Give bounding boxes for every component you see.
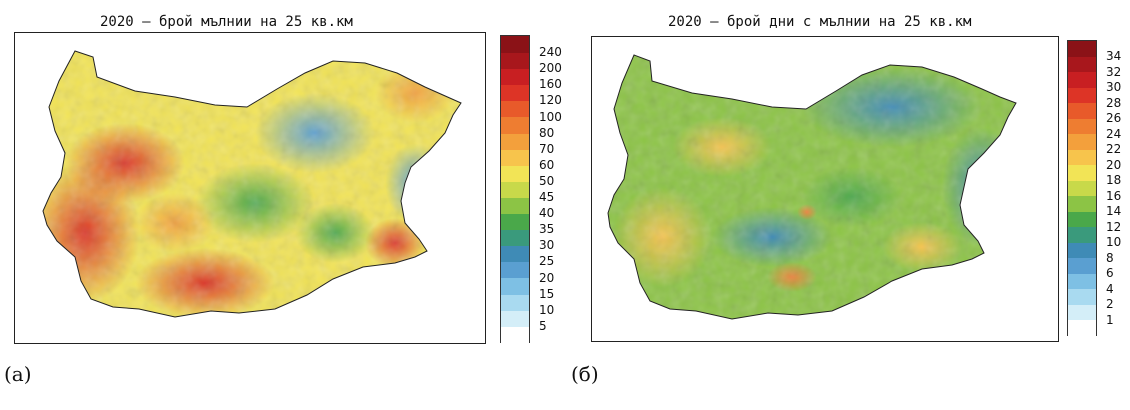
legend-tick-label: 50: [539, 173, 555, 188]
map-title: 2020 – брой мълнии на 25 кв.км: [100, 14, 353, 30]
legend-swatch: [1068, 242, 1096, 259]
legend-swatch: [501, 197, 529, 215]
legend-tick-label: 200: [539, 61, 562, 76]
legend-tick-label: 30: [1106, 80, 1122, 95]
legend-tick-label: 5: [539, 318, 547, 333]
legend-swatch: [501, 293, 529, 311]
legend-swatch: [1068, 257, 1096, 274]
legend-tick-label: 120: [539, 93, 562, 108]
legend-tick-label: 45: [539, 190, 555, 205]
legend-tick-label: 20: [539, 270, 555, 285]
legend-tick-label: 15: [539, 286, 555, 301]
legend-tick-label: 100: [539, 109, 562, 124]
legend-swatch: [1068, 102, 1096, 119]
legend-swatch: [1068, 149, 1096, 166]
color-legend: 5 10 15 20 25 30 35 40 45 50 60 70 80 100 120 160 200 240: [500, 35, 562, 343]
map-frame: [14, 32, 486, 344]
legend-tick-label: 10: [1106, 235, 1122, 250]
legend-tick-label: 30: [539, 238, 555, 253]
legend-tick-label: 22: [1106, 142, 1122, 157]
legend-tick-label: 10: [539, 302, 555, 317]
legend-swatch: [1068, 226, 1096, 243]
legend-swatch: [501, 52, 529, 70]
legend-tick-label: 26: [1106, 111, 1122, 126]
legend-tick-label: 34: [1106, 49, 1122, 64]
legend-swatch: [1068, 273, 1096, 290]
legend-swatch: [501, 229, 529, 247]
legend-swatch: [1068, 164, 1096, 181]
legend-tick-label: 24: [1106, 126, 1122, 141]
legend-tick-label: 60: [539, 157, 555, 172]
legend-tick-label: 18: [1106, 173, 1122, 188]
legend-swatch: [501, 132, 529, 150]
legend-swatch: [501, 277, 529, 295]
legend-swatch: [1068, 41, 1096, 57]
legend-tick-label: 40: [539, 206, 555, 221]
legend-tick-label: 16: [1106, 188, 1122, 203]
legend-swatch: [1068, 288, 1096, 305]
legend-swatch: [1068, 118, 1096, 135]
legend-tick-label: 12: [1106, 219, 1122, 234]
legend-swatch: [501, 148, 529, 166]
legend-swatch: [501, 261, 529, 279]
legend-swatch: [501, 68, 529, 86]
legend-swatch: [1068, 133, 1096, 150]
legend-tick-label: 28: [1106, 95, 1122, 110]
legend-tick-label: 70: [539, 141, 555, 156]
map-title: 2020 – брой дни с мълнии на 25 кв.км: [668, 14, 972, 30]
legend-tick-label: 6: [1106, 266, 1114, 281]
legend-tick-label: 4: [1106, 281, 1114, 296]
legend-tick-label: 80: [539, 125, 555, 140]
legend-tick-label: 1: [1106, 312, 1114, 327]
bulgaria-lightning-days-map: [607, 54, 1017, 320]
legend-swatch: [501, 180, 529, 198]
legend-tick-label: 25: [539, 254, 555, 269]
legend-swatch: [1068, 71, 1096, 88]
color-legend: 1 2 4 6 8 10 12 14 16 18 20 22 24 26 28 30 32 34: [1067, 40, 1121, 336]
legend-swatch: [501, 213, 529, 231]
legend-swatch: [1068, 56, 1096, 73]
legend-tick-label: 32: [1106, 64, 1122, 79]
legend-swatch: [1068, 211, 1096, 228]
legend-swatch: [501, 100, 529, 118]
legend-tick-label: 8: [1106, 250, 1114, 265]
panel-caption: (a): [4, 362, 32, 386]
legend-swatch: [1068, 304, 1096, 321]
panel-caption: (б): [571, 362, 599, 386]
legend-tick-label: 160: [539, 77, 562, 92]
legend-swatch: [1068, 195, 1096, 212]
legend-swatch: [1068, 180, 1096, 197]
legend-tick-label: 35: [539, 222, 555, 237]
legend-tick-label: 240: [539, 45, 562, 60]
legend-swatch: [1068, 87, 1096, 104]
legend-swatch: [501, 36, 529, 53]
legend-swatch: [1068, 319, 1096, 336]
map-frame: [591, 36, 1059, 342]
legend-tick-label: 14: [1106, 204, 1122, 219]
panel-lightning-days: 2020 – брой дни с мълнии на 25 кв.км: [565, 0, 1130, 410]
legend-swatch: [501, 164, 529, 182]
legend-swatch: [501, 325, 529, 343]
bulgaria-lightning-count-map: [42, 50, 462, 318]
panel-lightning-count: 2020 – брой мълнии на 25 кв.км: [4, 14, 562, 386]
legend-swatch: [501, 84, 529, 102]
legend-tick-label: 2: [1106, 297, 1114, 312]
legend-swatch: [501, 116, 529, 134]
legend-swatch: [501, 309, 529, 327]
legend-tick-label: 20: [1106, 157, 1122, 172]
legend-swatch: [501, 245, 529, 263]
